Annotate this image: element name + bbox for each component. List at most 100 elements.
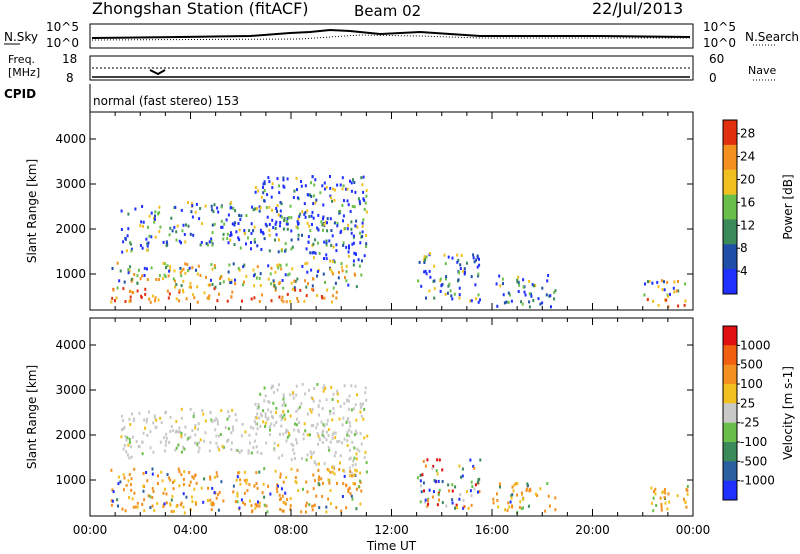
velocity-cell [284,417,287,421]
velocity-cell [477,478,480,482]
power-cell [341,204,344,207]
velocity-cell [129,445,132,449]
power-cell [123,280,126,284]
power-cell [120,209,123,213]
velocity-cell [163,487,166,491]
power-cell [269,272,272,276]
power-cell [148,297,151,301]
power-cell [121,250,124,254]
velocity-cell [472,464,475,468]
power-cell [311,175,314,179]
velocity-cell [198,446,201,450]
velocity-cell [359,479,361,483]
power-cell [547,274,550,277]
power-cell [115,296,118,300]
power-cell [296,188,298,192]
velocity-cell [135,440,138,444]
power-cell [301,264,304,268]
power-cell [175,297,178,301]
velocity-cell [315,494,318,498]
power-cell [330,270,333,274]
power-cell [182,279,185,283]
velocity-cell [359,410,362,414]
power-cell [303,202,306,206]
power-cell [168,269,171,273]
power-cell [272,226,275,230]
power-cell [346,199,349,203]
power-cell [153,217,156,221]
power-cell [322,217,324,221]
power-cell [277,266,280,270]
power-cell [345,270,348,273]
power-cell [270,195,273,199]
power-cell [184,271,187,275]
velocity-cell [304,510,307,514]
power-cell [301,233,303,237]
velocity-cell [346,444,349,447]
power-cell [444,292,447,296]
velocity-cell [346,433,349,437]
power-cell [250,247,252,251]
velocity-cell [126,453,129,457]
power-cell [158,205,161,209]
velocity-cell [470,503,473,507]
power-cell [312,242,315,246]
velocity-cell [129,423,132,426]
velocity-cell [263,467,266,471]
power-cell [345,264,348,268]
date-label: 22/Jul/2013 [592,0,684,18]
power-cell [220,275,223,279]
power-cell [130,279,133,283]
velocity-cell [318,506,321,510]
power-cell [252,274,255,278]
velocity-cell [177,467,180,471]
power-cell [148,214,151,218]
power-cell [165,244,168,247]
velocity-cell [136,505,139,509]
velocity-cell [180,450,183,454]
power-cell [211,231,214,235]
velocity-cell [266,510,269,514]
velocity-cell [157,474,159,478]
velocity-cell [525,489,528,492]
power-cell [234,209,237,213]
power-cell [270,266,273,270]
velocity-cell [235,448,238,452]
velocity-cell [144,426,146,430]
power-cell [122,287,125,291]
power-cell [311,223,313,226]
power-cell [277,213,280,217]
velocity-cell [146,417,148,421]
velocity-cell [213,491,216,495]
velocity-cell [281,509,284,513]
velocity-cell [183,470,186,474]
power-cell [294,279,297,283]
velocity-cell [211,503,214,507]
power-cell [290,281,293,285]
velocity-cell [659,496,662,500]
velocity-cell [357,485,360,489]
velocity-xtick-label: 00:00 [73,523,108,537]
power-cell [232,206,235,210]
velocity-cell [236,500,239,504]
velocity-cell [321,494,324,498]
power-cell [418,260,421,264]
power-cell [253,284,256,288]
velocity-cell [353,407,355,411]
velocity-cell [295,438,298,442]
velocity-cell [345,420,348,424]
velocity-cell [351,464,354,467]
power-cell [663,288,666,292]
velocity-cell [441,468,444,472]
power-cell [351,205,354,208]
velocity-cell [212,502,215,506]
power-cell [130,247,133,251]
velocity-cell [342,482,345,486]
power-cell [332,286,335,290]
power-cell [253,225,256,229]
velocity-cell [304,429,307,433]
velocity-cell [666,507,669,511]
power-cell [475,258,478,262]
power-cell [230,206,233,210]
velocity-cell [422,481,425,485]
